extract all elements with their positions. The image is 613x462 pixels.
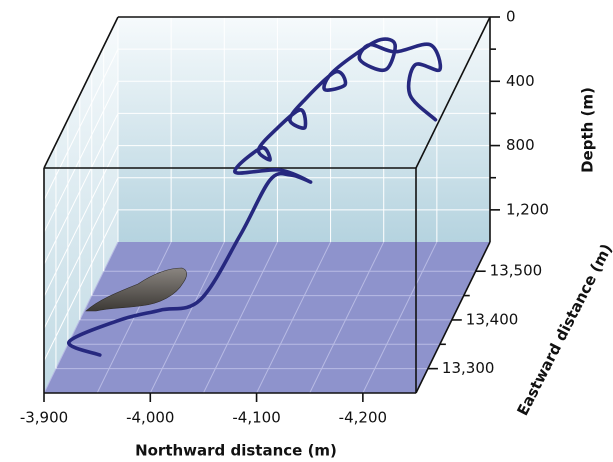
left-wall xyxy=(44,17,118,393)
x-axis-label: Northward distance (m) xyxy=(135,442,337,460)
box-walls xyxy=(44,17,490,393)
grid-line xyxy=(43,48,119,201)
x-tick-label: -4,100 xyxy=(232,409,280,427)
floor xyxy=(44,242,490,393)
grid-line xyxy=(256,241,332,394)
y-tick-label: 13,500 xyxy=(490,262,543,280)
x-tick-label: -3,900 xyxy=(20,409,68,427)
track xyxy=(67,37,443,357)
z-tick-label: 400 xyxy=(506,72,535,90)
grid-line xyxy=(43,145,119,297)
y-tick-label: 13,400 xyxy=(466,310,519,328)
grid-line xyxy=(362,241,438,394)
grid-line xyxy=(43,209,119,362)
grid-line xyxy=(309,241,385,394)
grid-line xyxy=(43,81,119,233)
whale-illustration xyxy=(85,267,187,312)
x-tick-label: -4,000 xyxy=(126,409,174,427)
z-axis-label: Depth (m) xyxy=(579,87,597,173)
z-tick-label: 0 xyxy=(506,8,516,26)
grid-line xyxy=(202,241,278,394)
dive-track xyxy=(67,37,443,357)
box-edge xyxy=(415,241,491,394)
y-tick-label: 13,300 xyxy=(442,359,495,377)
box-edges xyxy=(43,16,491,394)
z-tick-label: 800 xyxy=(506,136,535,154)
axes: -3,900 -4,000 -4,100 -4,200 13,300 13,400 13,5… xyxy=(20,8,549,427)
box-edge xyxy=(415,16,491,169)
x-tick-label: -4,200 xyxy=(339,409,387,427)
grid-line xyxy=(43,113,119,265)
grid-line xyxy=(43,177,119,329)
grid-line xyxy=(149,241,225,394)
box-edge xyxy=(43,16,119,169)
z-tick-label: 1,200 xyxy=(506,200,549,218)
